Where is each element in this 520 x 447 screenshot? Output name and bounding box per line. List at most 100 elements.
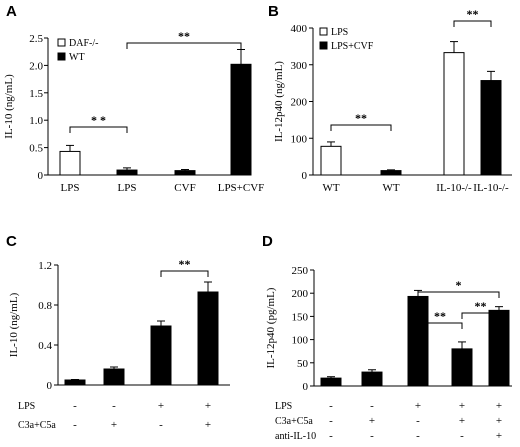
panel-a-significance-bracket — [126, 42, 242, 49]
panel-d-sign: + — [459, 400, 465, 412]
panel-d-bar — [407, 295, 429, 387]
panel-d-significance-label: * — [456, 278, 462, 292]
panel-d-row-label: anti-IL-10 — [275, 431, 316, 442]
panel-d-sign: + — [459, 415, 465, 427]
panel-d-y-tick-label: 250 — [292, 265, 309, 277]
panel-d-sign: - — [416, 430, 420, 442]
panel-b-category-label: IL-10-/- — [473, 182, 509, 194]
panel-d-y-tick-label: 150 — [292, 311, 309, 323]
panel-d-significance-bracket — [417, 322, 463, 329]
panel-c-bar — [197, 291, 219, 386]
panel-c-sign: - — [73, 419, 77, 431]
panel-d-sign: + — [369, 415, 375, 427]
panel-c-row-label: LPS — [18, 401, 35, 412]
panel-b-category-label: WT — [322, 182, 339, 194]
panel-c-sign: + — [205, 400, 211, 412]
panel-d-sign: - — [329, 430, 333, 442]
panel-d-sign: + — [496, 430, 502, 442]
panel-b-y-axis-label: IL-12p40 (ng/mL) — [273, 61, 285, 142]
panel-c-y-tick-label: 0 — [47, 380, 53, 392]
panel-c-bar — [64, 379, 86, 386]
panel-a-category-label: LPS — [61, 182, 80, 194]
panel-a-bar — [116, 169, 138, 176]
panel-d-y-axis-label: IL-12p40 (pg/mL) — [265, 287, 277, 368]
panel-a-legend-label: DAF-/- — [69, 38, 98, 49]
panel-b-category-label: WT — [382, 182, 399, 194]
panel-c-sign: - — [159, 419, 163, 431]
panel-d-significance-bracket — [461, 312, 500, 319]
panel-d-sign: + — [415, 400, 421, 412]
panel-d-sign: - — [370, 400, 374, 412]
panel-c-y-axis-label: IL-10 (ng/mL) — [8, 292, 20, 357]
panel-c-y-tick-label: 0.4 — [38, 340, 52, 352]
panel-a-y-tick-label: 0 — [38, 170, 44, 182]
panel-a-bar — [174, 170, 196, 176]
panel-b-bar — [480, 80, 502, 176]
panel-a-y-tick-label: 1.0 — [29, 115, 43, 127]
panel-c-y-tick-label: 0.8 — [38, 300, 52, 312]
panel-a-category-label: CVF — [174, 182, 195, 194]
panel-c-sign: - — [73, 400, 77, 412]
panel-a-letter: A — [6, 3, 17, 20]
panel-d-bar — [488, 309, 510, 387]
panel-b-significance-bracket — [330, 124, 392, 131]
panel-d-sign: - — [329, 400, 333, 412]
panel-d-significance-bracket — [417, 291, 500, 298]
panel-b-letter: B — [268, 3, 279, 20]
panel-d-sign: - — [370, 430, 374, 442]
panel-a-legend-label: WT — [69, 52, 85, 63]
panel-b-bar — [380, 170, 402, 176]
panel-a-category-label: LPS — [118, 182, 137, 194]
panel-d-y-tick-label: 50 — [297, 358, 309, 370]
panel-b-category-label: IL-10-/- — [436, 182, 472, 194]
panel-b-legend-swatch — [319, 27, 328, 36]
panel-d-letter: D — [262, 233, 273, 250]
panel-b-legend-swatch — [319, 41, 328, 50]
panel-a-y-tick-label: 1.5 — [29, 88, 43, 100]
panel-d-sign: - — [416, 415, 420, 427]
panel-b-significance-label: ** — [355, 111, 367, 125]
panel-d-bar — [451, 348, 473, 387]
panel-a-y-axis-label: IL-10 (ng/mL) — [3, 74, 15, 139]
panel-d-sign: - — [460, 430, 464, 442]
panel-d-significance-label: ** — [434, 309, 446, 323]
panel-c-sign: + — [158, 400, 164, 412]
panel-d-sign: - — [329, 415, 333, 427]
panel-a-significance-bracket — [69, 126, 128, 133]
panel-b-significance-label: ** — [467, 7, 479, 21]
panel-a-legend-swatch — [57, 38, 66, 47]
panel-c-row-label: C3a+C5a — [18, 420, 56, 431]
panel-c-letter: C — [6, 233, 17, 250]
panel-b-y-tick-label: 200 — [291, 97, 308, 109]
panel-c-y-tick-label: 1.2 — [38, 260, 52, 272]
panel-a-bar — [59, 150, 81, 176]
panel-b-legend-label: LPS — [331, 27, 348, 38]
panel-c-significance-bracket — [160, 270, 209, 277]
panel-a-bar — [230, 63, 252, 176]
panel-b-y-tick-label: 400 — [291, 23, 308, 35]
panel-b-legend-label: LPS+CVF — [331, 41, 374, 52]
panel-d-y-tick-label: 0 — [303, 381, 309, 393]
panel-b-significance-bracket — [453, 20, 492, 27]
panel-c-bar — [150, 325, 172, 386]
panel-c-sign: + — [111, 419, 117, 431]
panel-d-bar — [320, 377, 342, 387]
panel-d-sign: + — [496, 400, 502, 412]
panel-d-sign: + — [496, 415, 502, 427]
panel-b-bar — [443, 52, 465, 176]
panel-a-y-tick-label: 2.5 — [29, 33, 43, 45]
panel-d-y-tick-label: 100 — [292, 335, 309, 347]
panel-b-y-tick-label: 300 — [291, 60, 308, 72]
panel-d-significance-label: ** — [475, 299, 487, 313]
panel-a-y-tick-label: 0.5 — [29, 143, 43, 155]
panel-a-significance-label: ** — [178, 29, 190, 43]
panel-d-row-label: LPS — [275, 401, 292, 412]
panel-b-bar — [320, 145, 342, 176]
panel-b-y-tick-label: 100 — [291, 133, 308, 145]
panel-b-y-tick-label: 0 — [302, 170, 308, 182]
panel-a-legend-swatch — [57, 52, 66, 61]
panel-a-category-label: LPS+CVF — [218, 182, 265, 194]
panel-d-y-tick-label: 200 — [292, 288, 309, 300]
panel-c-significance-label: ** — [179, 257, 191, 271]
